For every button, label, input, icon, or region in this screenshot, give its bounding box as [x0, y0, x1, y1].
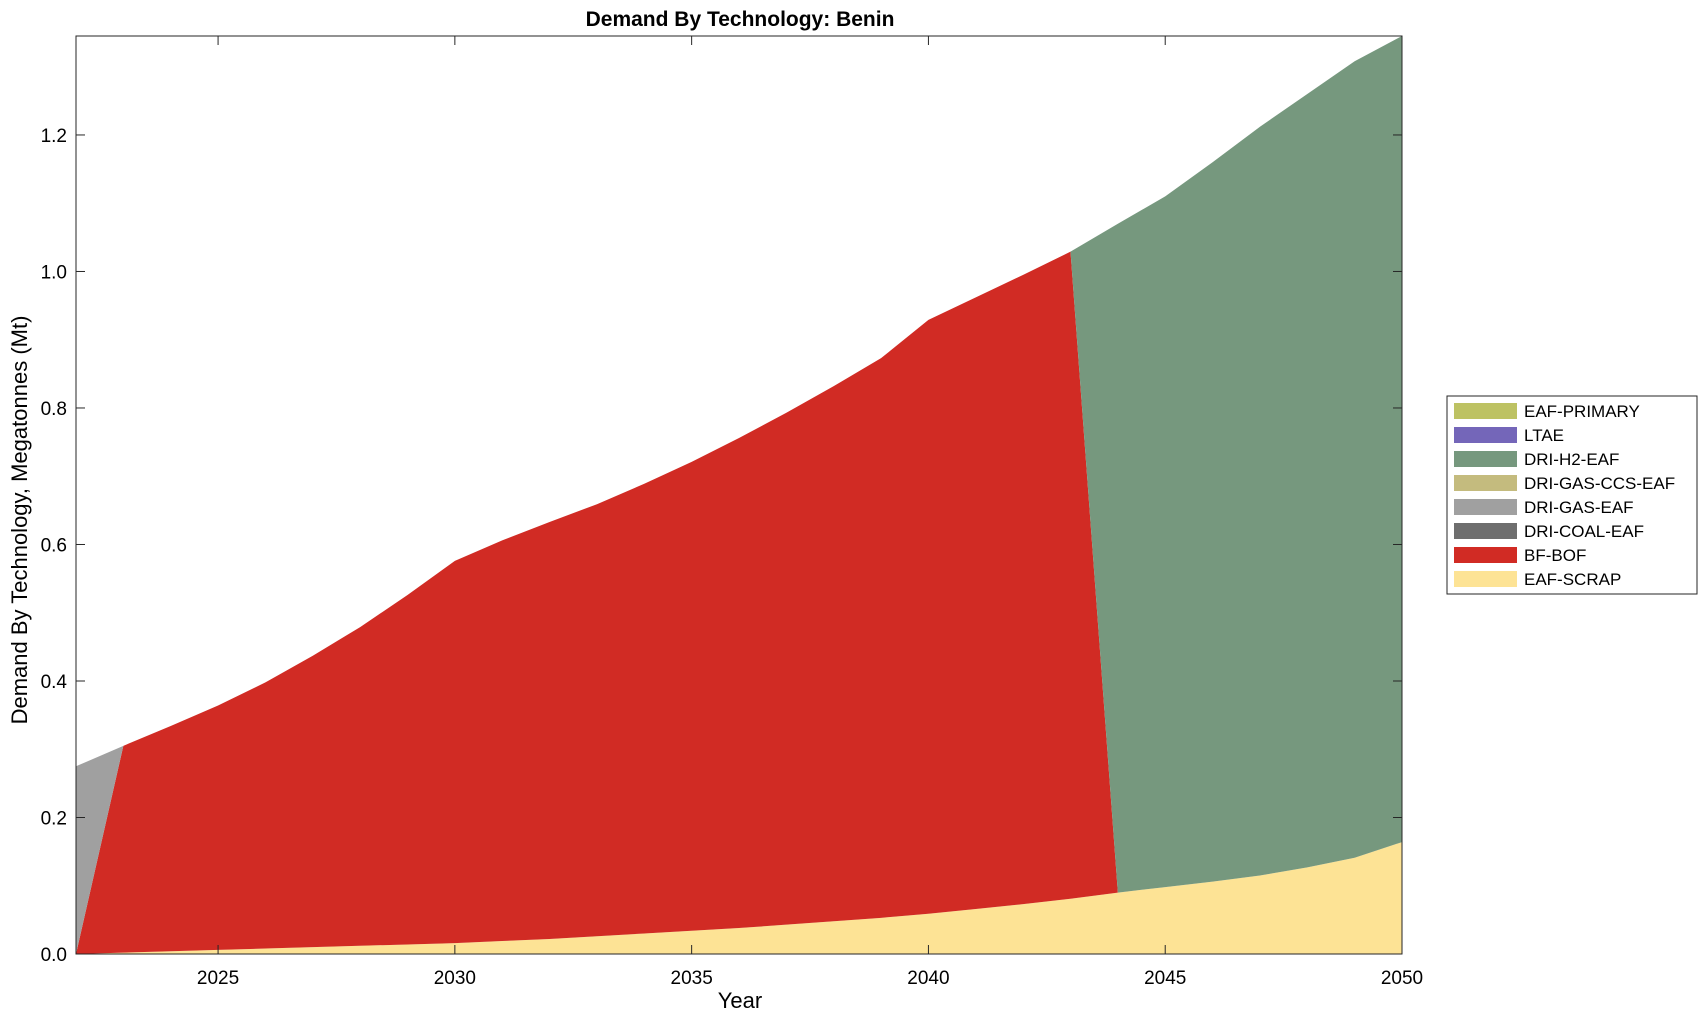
area-eaf-scrap — [76, 842, 1402, 954]
legend-swatch-dri-gas-ccs-eaf — [1454, 475, 1517, 491]
x-axis-label: Year — [718, 988, 762, 1013]
y-axis-label: Demand By Technology, Megatonnes (Mt) — [7, 316, 32, 725]
y-tick-label: 0.4 — [41, 672, 68, 693]
legend-label-dri-coal-eaf: DRI-COAL-EAF — [1524, 522, 1644, 541]
x-tick-label: 2040 — [907, 968, 949, 989]
y-axis-ticks: 0.0 0.2 0.4 0.6 0.8 1.0 1.2 — [41, 126, 1402, 966]
x-tick-label: 2035 — [671, 968, 713, 989]
chart-title: Demand By Technology: Benin — [586, 8, 895, 31]
legend-swatch-eaf-primary — [1454, 403, 1517, 419]
series-areas — [76, 36, 1402, 954]
x-axis-ticks: 2025 2030 2035 2040 2045 2050 — [197, 36, 1423, 989]
legend-swatch-bf-bof — [1454, 547, 1517, 563]
y-tick-label: 1.2 — [41, 126, 67, 147]
y-tick-label: 0.0 — [41, 945, 67, 966]
x-tick-label: 2050 — [1381, 968, 1423, 989]
legend-swatch-dri-gas-eaf — [1454, 499, 1517, 515]
legend-swatch-ltae — [1454, 427, 1517, 443]
y-tick-label: 0.6 — [41, 535, 67, 556]
legend-swatch-eaf-scrap — [1454, 571, 1517, 587]
legend-label-dri-gas-ccs-eaf: DRI-GAS-CCS-EAF — [1524, 474, 1675, 493]
legend-label-eaf-scrap: EAF-SCRAP — [1524, 570, 1621, 589]
area-bf-bof — [76, 251, 1402, 954]
y-tick-label: 0.2 — [41, 808, 67, 829]
legend-swatch-dri-coal-eaf — [1454, 523, 1517, 539]
y-tick-label: 1.0 — [41, 262, 67, 283]
legend-label-dri-gas-eaf: DRI-GAS-EAF — [1524, 498, 1634, 517]
plot-frame — [75, 35, 1403, 955]
legend-label-ltae: LTAE — [1524, 426, 1564, 445]
legend: EAF-PRIMARY LTAE DRI-H2-EAF DRI-GAS-CCS-EAF… — [1446, 395, 1698, 595]
x-tick-label: 2030 — [434, 968, 476, 989]
legend-label-bf-bof: BF-BOF — [1524, 546, 1586, 565]
x-tick-label: 2025 — [197, 968, 239, 989]
y-tick-label: 0.8 — [41, 399, 67, 420]
x-tick-label: 2045 — [1144, 968, 1186, 989]
legend-label-eaf-primary: EAF-PRIMARY — [1524, 402, 1640, 421]
legend-swatch-dri-h2-eaf — [1454, 451, 1517, 467]
area-dri-h2-eaf — [76, 36, 1402, 893]
legend-label-dri-h2-eaf: DRI-H2-EAF — [1524, 450, 1619, 469]
